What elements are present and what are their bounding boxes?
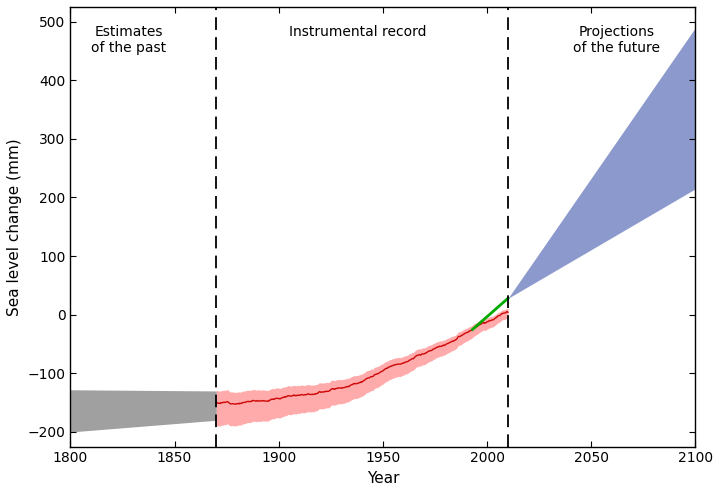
Text: Estimates
of the past: Estimates of the past — [91, 25, 166, 55]
Text: Instrumental record: Instrumental record — [289, 25, 427, 38]
X-axis label: Year: Year — [366, 471, 399, 486]
Text: Projections
of the future: Projections of the future — [573, 25, 660, 55]
Y-axis label: Sea level change (mm): Sea level change (mm) — [7, 138, 22, 316]
